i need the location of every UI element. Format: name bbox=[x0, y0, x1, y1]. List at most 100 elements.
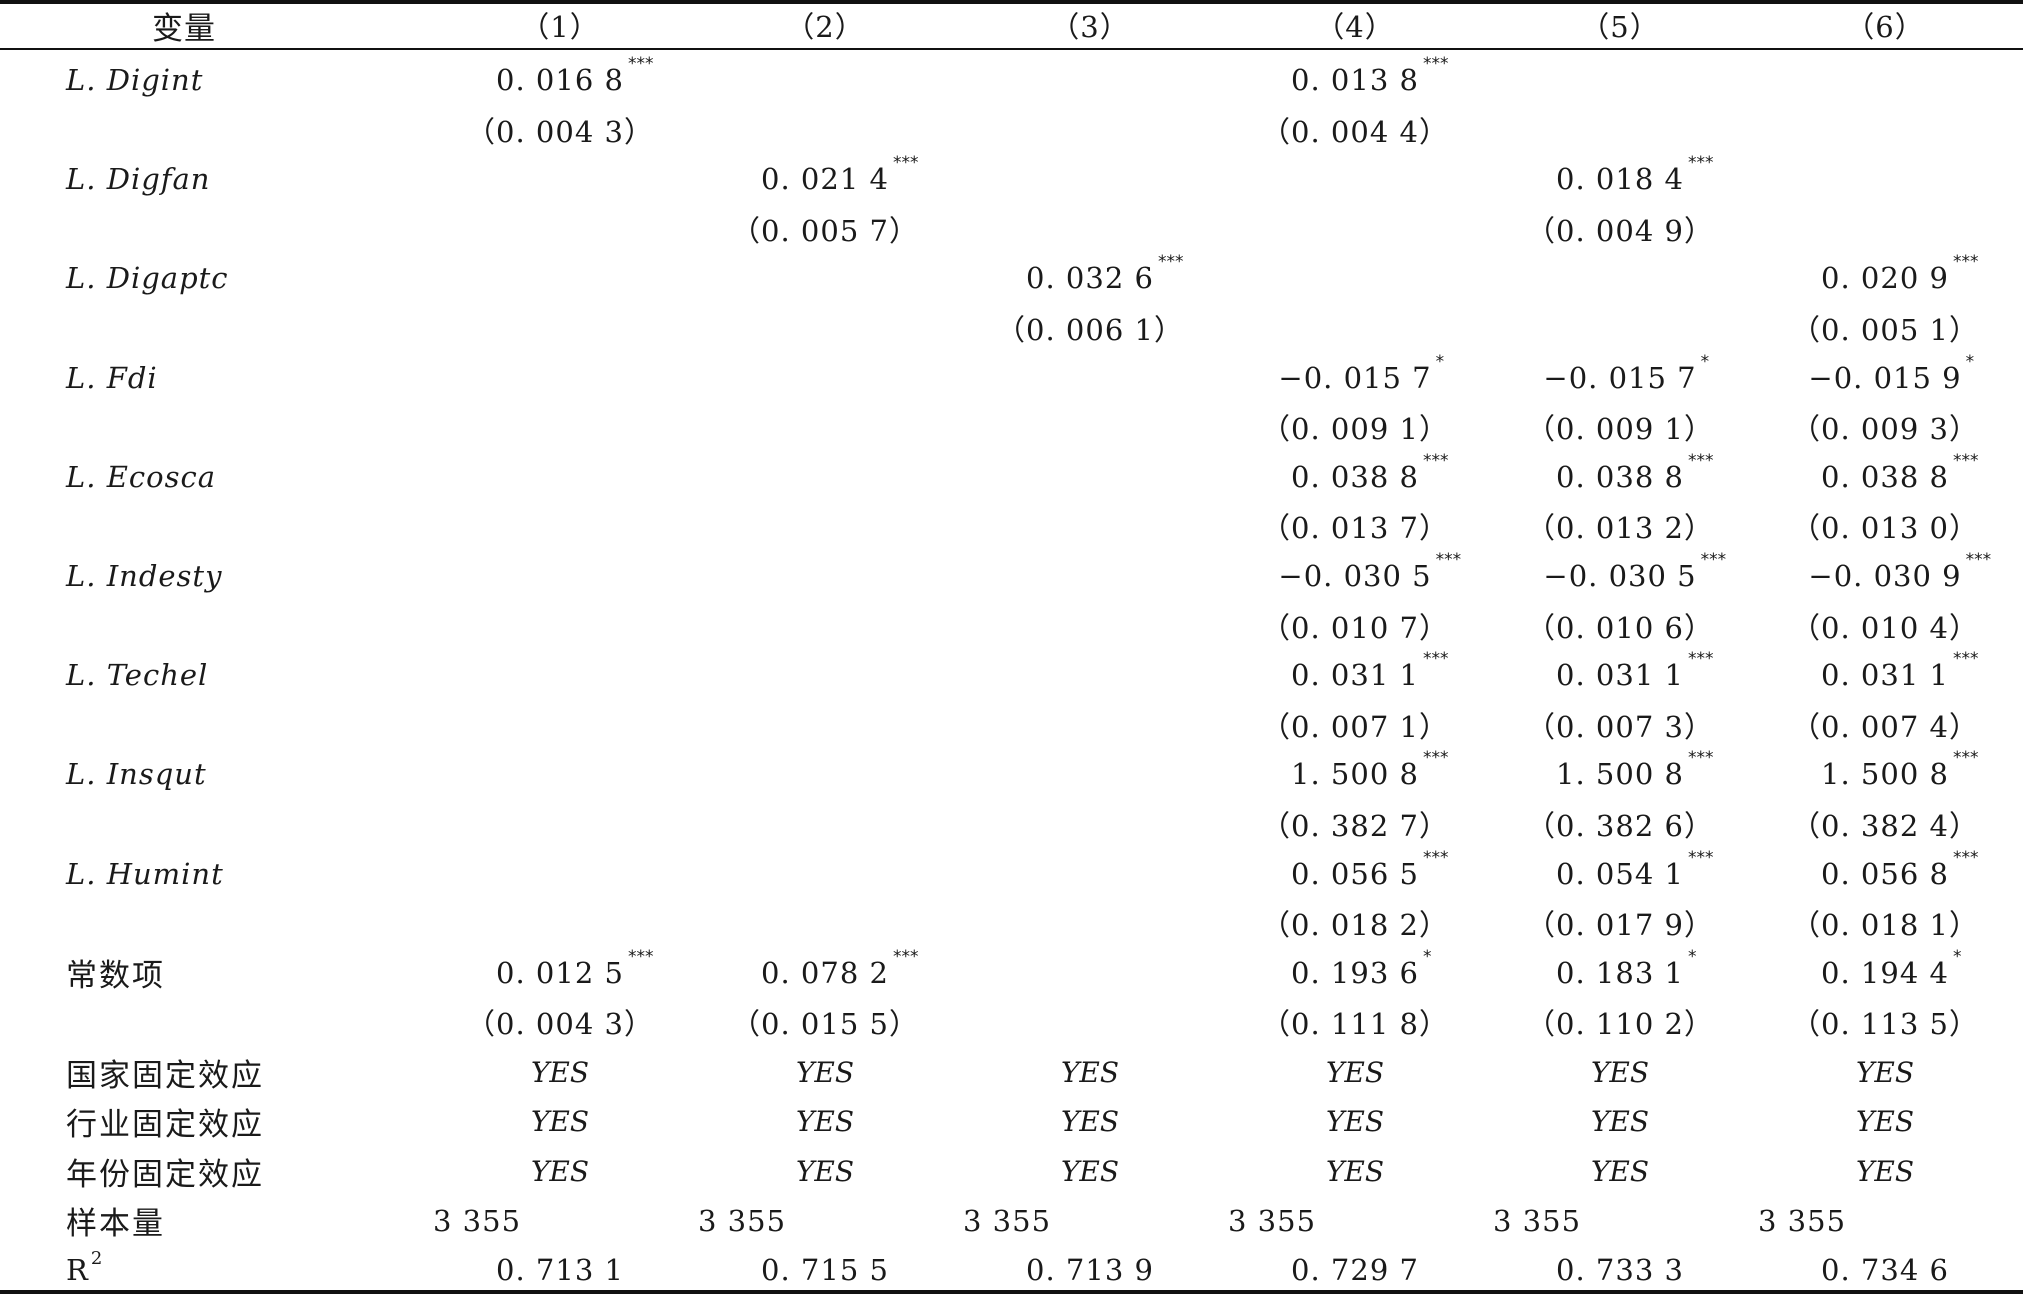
r-squared-cell: 0. 733 3 bbox=[1556, 1253, 1684, 1288]
table-row: L. Digfan 0. 021 4 *** 0. 018 4 *** bbox=[0, 153, 2023, 203]
row-label: L. Indesty bbox=[66, 559, 223, 593]
cell-value: （0. 004 4） bbox=[1261, 109, 1449, 151]
table-cell: （0. 015 5） bbox=[695, 998, 955, 1046]
cell-number: （0. 004 4） bbox=[1261, 114, 1449, 149]
cell-number: （0. 010 7） bbox=[1261, 610, 1449, 645]
sample-size-cell: 3 355 bbox=[1758, 1203, 1847, 1238]
cell-number: （0. 017 9） bbox=[1526, 908, 1714, 943]
fixed-effect-row: 行业固定效应 YES YES YES YES YES YES bbox=[0, 1098, 2023, 1146]
cell-value: （0. 010 7） bbox=[1261, 605, 1449, 647]
fixed-effect-cell: YES bbox=[1855, 1154, 1915, 1188]
table-cell: （0. 013 0） bbox=[1755, 502, 2015, 550]
cell-value: （0. 009 3） bbox=[1791, 406, 1979, 448]
table-cell: 1. 500 8 *** bbox=[1755, 748, 2015, 798]
cell-number: 0. 078 2 bbox=[761, 955, 889, 990]
table-cell: 0. 183 1 * bbox=[1490, 947, 1750, 997]
header-col-5: （5） bbox=[1580, 10, 1660, 44]
table-cell: （0. 010 7） bbox=[1225, 602, 1485, 650]
fixed-effect-cell: YES bbox=[1590, 1154, 1650, 1188]
table-cell: 0. 032 6 *** bbox=[960, 252, 1220, 302]
cell-value: （0. 005 7） bbox=[731, 208, 919, 250]
table-cell: 0. 012 5 *** bbox=[430, 947, 690, 997]
cell-number: （0. 009 1） bbox=[1261, 412, 1449, 447]
fixed-effect-row: 年份固定效应 YES YES YES YES YES YES bbox=[0, 1147, 2023, 1195]
table-cell: （0. 004 3） bbox=[430, 998, 690, 1046]
cell-number: （0. 007 1） bbox=[1261, 709, 1449, 744]
table-row: （0. 007 1） （0. 007 3） （0. 007 4） bbox=[0, 701, 2023, 749]
table-row: L. Digaptc 0. 032 6 *** 0. 020 9 *** bbox=[0, 252, 2023, 302]
fixed-effect-cell: YES bbox=[530, 1105, 590, 1139]
row-label: 国家固定效应 bbox=[66, 1057, 264, 1094]
r-squared-cell: 0. 729 7 bbox=[1291, 1253, 1419, 1288]
cell-value: （0. 017 9） bbox=[1526, 902, 1714, 944]
table-row: （0. 009 1） （0. 009 1） （0. 009 3） bbox=[0, 403, 2023, 451]
cell-number: 0. 056 5 bbox=[1291, 856, 1419, 891]
table-cell: （0. 009 1） bbox=[1490, 403, 1750, 451]
cell-number: 1. 500 8 bbox=[1821, 757, 1949, 792]
cell-value: −0. 030 5 *** bbox=[1278, 550, 1461, 593]
cell-value: 0. 183 1 * bbox=[1556, 947, 1696, 990]
table-cell: （0. 009 1） bbox=[1225, 403, 1485, 451]
table-row: （0. 010 7） （0. 010 6） （0. 010 4） bbox=[0, 602, 2023, 650]
cell-number: （0. 015 5） bbox=[731, 1007, 919, 1042]
r-squared-exponent: 2 bbox=[90, 1247, 104, 1269]
cell-value: （0. 015 5） bbox=[731, 1001, 919, 1043]
significance-stars: *** bbox=[1422, 847, 1449, 868]
cell-value: （0. 382 6） bbox=[1526, 803, 1714, 845]
cell-value: 0. 031 1 *** bbox=[1821, 649, 1978, 693]
cell-number: （0. 007 4） bbox=[1791, 709, 1979, 744]
table-cell: 0. 056 5 *** bbox=[1225, 847, 1485, 898]
cell-number: 0. 031 1 bbox=[1556, 658, 1684, 693]
table-cell: 0. 020 9 *** bbox=[1755, 252, 2015, 302]
table-row: （0. 004 3） （0. 015 5） （0. 111 8） （0. 110 2）… bbox=[0, 998, 2023, 1046]
fixed-effect-cell: YES bbox=[530, 1154, 590, 1188]
table-cell: （0. 004 4） bbox=[1225, 106, 1485, 154]
fixed-effect-cell: YES bbox=[1325, 1105, 1385, 1139]
cell-number: 0. 018 4 bbox=[1556, 162, 1684, 197]
header-variable-label: 变量 bbox=[152, 10, 216, 47]
cell-number: −0. 015 7 bbox=[1278, 360, 1432, 395]
table-cell: 0. 013 8 *** bbox=[1225, 54, 1485, 104]
table-cell: （0. 111 8） bbox=[1225, 998, 1485, 1046]
cell-value: 0. 013 8 *** bbox=[1291, 54, 1448, 97]
cell-number: 0. 020 9 bbox=[1821, 261, 1949, 296]
cell-number: 0. 031 1 bbox=[1821, 658, 1949, 693]
cell-number: （0. 010 6） bbox=[1526, 610, 1714, 645]
fixed-effect-row: 国家固定效应 YES YES YES YES YES YES bbox=[0, 1048, 2023, 1096]
cell-number: 0. 056 8 bbox=[1821, 856, 1949, 891]
table-cell: −0. 030 5 *** bbox=[1490, 550, 1750, 600]
cell-value: （0. 004 3） bbox=[466, 1001, 654, 1043]
significance-stars: *** bbox=[1687, 153, 1714, 174]
cell-value: （0. 010 6） bbox=[1526, 605, 1714, 647]
cell-number: 0. 032 6 bbox=[1026, 261, 1154, 296]
fixed-effect-cell: YES bbox=[1060, 1154, 1120, 1188]
cell-number: 0. 194 4 bbox=[1821, 955, 1949, 990]
fixed-effect-cell: YES bbox=[1855, 1055, 1915, 1089]
cell-number: （0. 004 3） bbox=[466, 114, 654, 149]
table-header-rule bbox=[0, 48, 2023, 50]
row-label: L. Digfan bbox=[66, 162, 211, 197]
cell-number: −0. 015 7 bbox=[1543, 360, 1697, 395]
significance-stars: *** bbox=[1422, 54, 1449, 74]
cell-number: 1. 500 8 bbox=[1556, 757, 1684, 792]
cell-number: −0. 030 5 bbox=[1278, 559, 1432, 593]
cell-value: 0. 018 4 *** bbox=[1556, 153, 1713, 197]
cell-number: （0. 013 2） bbox=[1526, 511, 1714, 546]
cell-number: （0. 382 7） bbox=[1261, 809, 1449, 843]
table-cell: （0. 382 4） bbox=[1755, 800, 2015, 848]
table-cell: 0. 056 8 *** bbox=[1755, 848, 2015, 898]
header-col-1: （1） bbox=[520, 10, 600, 44]
row-label: L. Digint bbox=[66, 63, 204, 97]
sample-size-cell: 3 355 bbox=[1493, 1203, 1582, 1238]
table-row: L. Digint 0. 016 8 *** 0. 013 8 *** bbox=[0, 54, 2023, 104]
cell-value: 0. 016 8 *** bbox=[496, 54, 653, 97]
table-cell: −0. 015 7 * bbox=[1225, 352, 1485, 402]
row-label: L. Ecosca bbox=[66, 459, 216, 494]
cell-value: （0. 004 9） bbox=[1526, 208, 1714, 250]
significance-stars: * bbox=[1687, 946, 1697, 967]
table-row: L. Indesty −0. 030 5 *** −0. 030 5 *** −0. 03… bbox=[0, 550, 2023, 600]
table-bottom-rule bbox=[0, 1290, 2023, 1294]
cell-number: （0. 004 9） bbox=[1526, 213, 1714, 248]
cell-number: 0. 038 8 bbox=[1821, 459, 1949, 494]
table-cell: （0. 005 1） bbox=[1755, 304, 2015, 352]
